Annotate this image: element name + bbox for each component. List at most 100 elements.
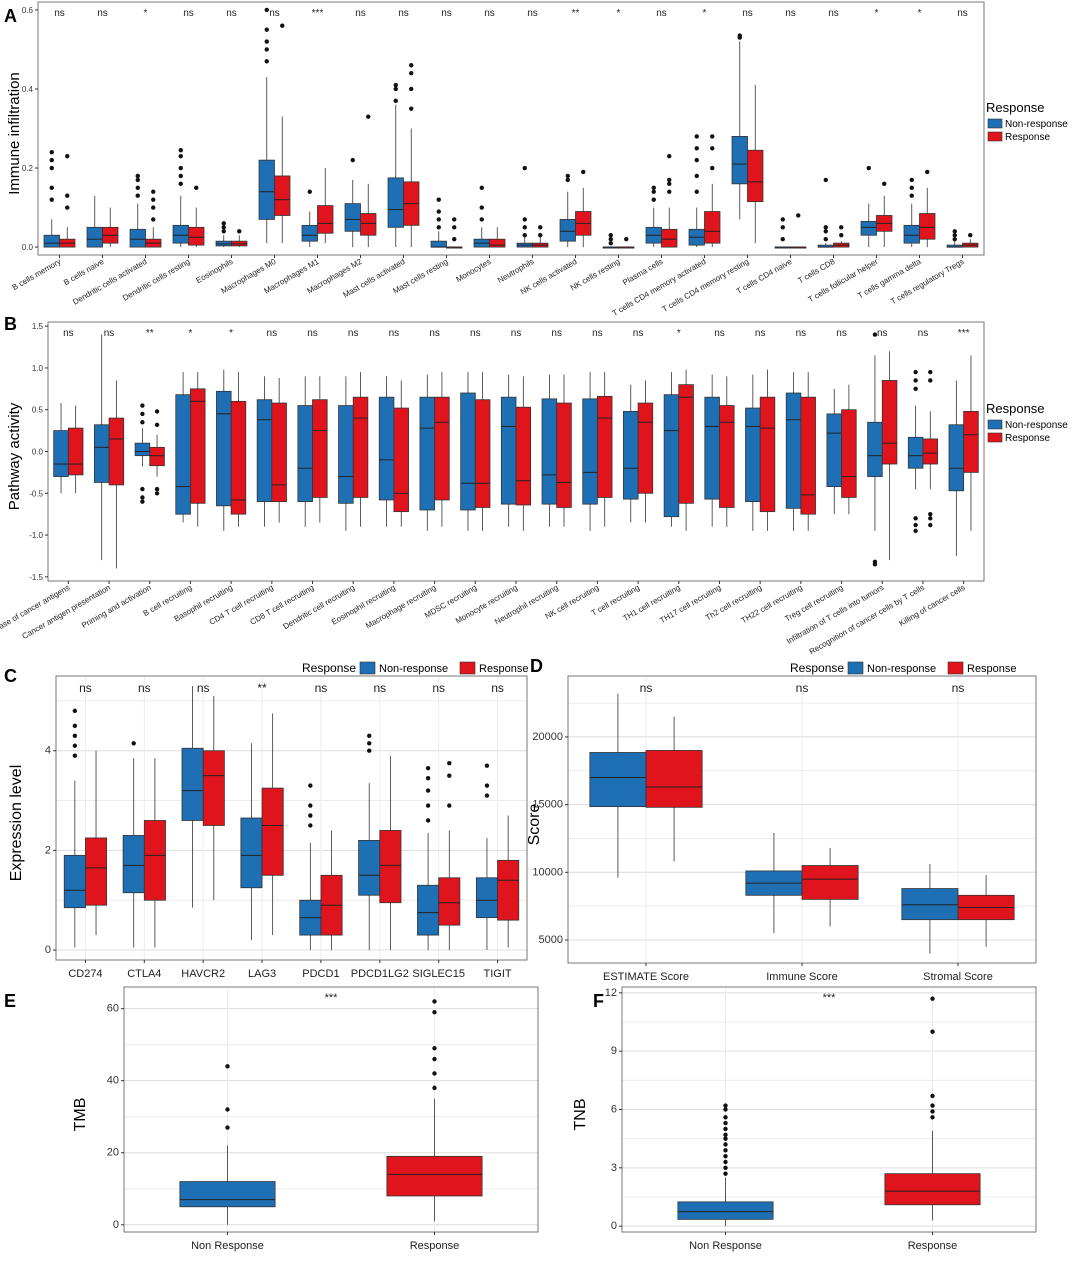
box	[271, 402, 287, 503]
box	[460, 392, 476, 511]
outlier-point	[839, 225, 844, 230]
panel-letter: F	[593, 991, 604, 1011]
y-tick-label: 20	[107, 1147, 119, 1159]
y-tick-label: 15000	[532, 799, 563, 811]
significance-label: ns	[183, 8, 194, 19]
box	[826, 413, 842, 487]
significance-label: ns	[373, 681, 386, 695]
x-category-label: Dendritic cells activated	[71, 257, 148, 307]
outlier-point	[952, 236, 957, 242]
significance-label: ns	[54, 8, 65, 19]
outlier-point	[264, 59, 269, 64]
panel-f: F 0 3 6 9 12 TNB *** Non Response Response	[572, 986, 1037, 1252]
significance-label: ns	[957, 8, 968, 19]
significance-label: **	[257, 681, 267, 695]
outlier-point	[565, 173, 570, 179]
outlier-point	[151, 217, 156, 222]
outlier-point	[930, 1103, 935, 1108]
outlier-point	[872, 562, 878, 567]
outlier-point	[522, 165, 527, 171]
significance-label: ***	[312, 8, 324, 19]
outlier-point	[436, 217, 441, 222]
outlier-point	[968, 233, 973, 238]
outlier-point	[425, 803, 431, 808]
significance-label: ns	[226, 8, 237, 19]
outlier-point	[264, 7, 269, 13]
outlier-point	[264, 27, 269, 32]
outlier-point	[452, 236, 457, 242]
y-tick-label: -1.5	[29, 573, 43, 582]
panel-c: C 0 2 4 Expression level ns ns ns ** ns ns ns ns CD27…	[4, 661, 529, 980]
y-tick-label: 60	[107, 1003, 119, 1015]
box	[134, 442, 151, 457]
box	[386, 1155, 483, 1197]
x-category-label: Stromal Score	[923, 971, 993, 983]
box	[417, 884, 440, 936]
outlier-point	[49, 157, 54, 163]
panel-a: A 0.0 0.2 0.4 0.6 Immune infiltration ns ns * ns n…	[4, 1, 1068, 318]
x-category-label: CTLA4	[127, 968, 161, 980]
box	[85, 837, 108, 906]
x-category-label: T cells regulatory Tregs	[889, 257, 965, 306]
panel-letter: E	[4, 991, 16, 1011]
box	[474, 399, 491, 508]
box	[344, 203, 361, 232]
box	[785, 392, 802, 509]
outlier-point	[651, 189, 656, 194]
significance-label: ns	[640, 681, 653, 695]
x-category-label: TIGIT	[484, 968, 512, 980]
box	[181, 747, 204, 821]
y-tick-label: -1.0	[29, 531, 43, 540]
outlier-point	[49, 185, 54, 190]
outlier-point	[140, 495, 145, 500]
box	[93, 424, 110, 483]
outlier-point	[49, 165, 54, 171]
panel-b: B -1.5 -1.0 -0.5 0.0 0.5 1.0 1.5 Pathway activit…	[0, 314, 1068, 656]
outlier-point	[447, 803, 452, 808]
plot-frame	[123, 986, 539, 1233]
outlier-point	[479, 205, 484, 210]
box	[352, 396, 369, 498]
significance-label: ns	[491, 681, 504, 695]
box	[582, 398, 598, 505]
outlier-point	[930, 996, 935, 1001]
outlier-point	[538, 225, 543, 230]
box	[190, 388, 206, 504]
outlier-point	[723, 1120, 728, 1126]
significance-label: ns	[796, 328, 807, 339]
x-category-label: Non Response	[191, 1240, 264, 1252]
y-tick-label: 0.0	[32, 448, 44, 457]
box	[108, 417, 125, 486]
outlier-point	[694, 173, 699, 179]
y-tick-label: 0	[113, 1219, 119, 1231]
outlier-point	[135, 185, 140, 190]
significance-label: ns	[785, 8, 796, 19]
y-axis-label: TNB	[572, 1099, 589, 1131]
box	[907, 436, 924, 469]
box	[589, 752, 647, 808]
legend-swatch-nonresponse	[987, 419, 1003, 430]
outlier-point	[723, 1171, 728, 1176]
outlier-point	[608, 233, 613, 238]
significance-label: **	[146, 328, 154, 339]
outlier-point	[522, 217, 527, 222]
significance-label: ns	[836, 328, 847, 339]
outlier-point	[154, 491, 160, 496]
legend-title: Response	[986, 401, 1045, 416]
outlier-point	[928, 378, 933, 383]
outlier-point	[780, 225, 785, 230]
box	[497, 859, 520, 921]
outlier-point	[452, 225, 457, 230]
outlier-point	[565, 177, 570, 183]
outlier-point	[913, 378, 918, 383]
outlier-point	[608, 240, 613, 246]
x-category-label: ESTIMATE Score	[603, 971, 689, 983]
outlier-point	[913, 516, 918, 521]
outlier-point	[723, 1107, 728, 1112]
x-category-label: HAVCR2	[181, 968, 225, 980]
y-tick-label: 6	[611, 1104, 617, 1116]
x-category-label: PDCD1	[302, 968, 339, 980]
outlier-point	[135, 173, 140, 179]
box	[745, 407, 761, 503]
